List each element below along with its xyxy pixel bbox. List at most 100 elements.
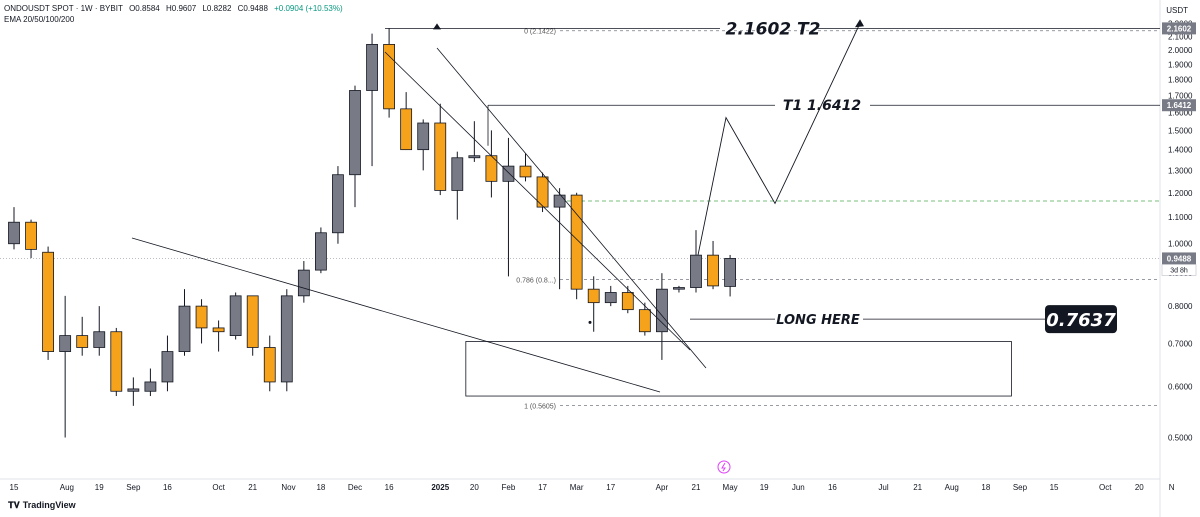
- candle: [400, 92, 413, 151]
- candle: [638, 302, 651, 336]
- indicator-legend[interactable]: EMA 20/50/100/200: [4, 15, 75, 24]
- candle: [93, 306, 106, 356]
- tradingview-brand: TradingView: [22, 500, 76, 510]
- candle: [144, 368, 157, 397]
- candle-body: [212, 327, 225, 333]
- candle: [178, 289, 191, 356]
- candle-body: [502, 165, 515, 182]
- lightning-icon: [717, 460, 731, 474]
- time-tick-label: 2025: [431, 483, 449, 492]
- price-tick-label: 1.1000: [1168, 213, 1193, 222]
- price-tick-label: 1.7000: [1168, 91, 1193, 100]
- price-badge: 2.1602: [1162, 22, 1196, 35]
- price-badge-text: 0.9488: [1167, 254, 1192, 263]
- candle-body: [724, 258, 736, 287]
- time-tick-label: 18: [981, 483, 990, 492]
- time-tick-label: Sep: [126, 483, 141, 492]
- time-tick-label: 16: [385, 483, 394, 492]
- candle: [451, 151, 464, 220]
- candle: [110, 327, 123, 397]
- candle: [212, 320, 225, 352]
- time-tick-label: Nov: [281, 483, 295, 492]
- candle-body: [690, 254, 702, 288]
- candle-body: [349, 90, 361, 176]
- price-tick-label: 2.1000: [1168, 32, 1193, 41]
- candle-body: [25, 221, 37, 250]
- price-badge-sub-bg: [1161, 264, 1197, 276]
- candle: [621, 285, 634, 314]
- time-tick-label: Mar: [570, 483, 584, 492]
- projected-path: [697, 23, 861, 256]
- price-tick-label: 1.5000: [1168, 126, 1193, 135]
- candle: [229, 292, 242, 340]
- time-tick-label: Apr: [656, 483, 669, 492]
- drawings[interactable]: 2.1602 T2 T1 1.6412 LONG HERE 0.7637: [131, 19, 1160, 397]
- high-value: H0.9607: [166, 4, 197, 13]
- candle-body: [76, 335, 89, 348]
- candle: [383, 28, 396, 118]
- candle-body: [707, 254, 719, 287]
- entry-price-bg: [1045, 305, 1117, 334]
- candle: [468, 121, 481, 162]
- time-tick-label: May: [723, 483, 738, 492]
- support-zone-box: [465, 341, 1012, 397]
- symbol-title[interactable]: ONDOUSDT SPOT · 1W · BYBIT: [4, 4, 123, 13]
- price-badge-bg: [1162, 252, 1196, 265]
- candle: [553, 188, 566, 290]
- tv-logo-icon: 𝐓𝐕: [8, 500, 20, 510]
- price-tick-label: 0.5000: [1168, 434, 1193, 443]
- candle-body: [570, 194, 583, 290]
- price-badge: 1.6412: [1162, 99, 1196, 112]
- candle-body: [8, 221, 20, 245]
- entry-price-text: 0.7637: [1046, 310, 1116, 331]
- close-value: C0.9488: [237, 4, 268, 13]
- candle-body: [127, 388, 140, 392]
- price-axis[interactable]: 0.50000.60000.70000.80000.90001.00001.10…: [1161, 19, 1197, 443]
- lightning-bolt-icon: [721, 462, 726, 472]
- time-axis[interactable]: 15 Aug 19 Sep 16 Oct 21 Nov 18 Dec 16 2025 20 Feb 17 Ma…: [10, 460, 1175, 492]
- price-badge: 0.9488 3d 8h: [1161, 252, 1197, 276]
- price-tick-label: 2.0000: [1168, 46, 1193, 55]
- candle-body: [59, 335, 72, 352]
- candle: [263, 335, 276, 392]
- candle-body: [451, 157, 464, 191]
- candle-body: [161, 351, 174, 383]
- currency-label[interactable]: USDT: [1166, 6, 1188, 15]
- candle-body: [383, 43, 396, 110]
- candle: [502, 137, 515, 277]
- price-tick-label: 0.8000: [1168, 302, 1193, 311]
- candle-body: [263, 347, 276, 383]
- candle: [434, 103, 447, 196]
- price-tick-label: 1.4000: [1168, 146, 1193, 155]
- candle-body: [178, 305, 191, 352]
- entry-price-badge: 0.7637: [1045, 305, 1117, 334]
- candle: [366, 33, 378, 167]
- projection-arrow-icon: [855, 19, 864, 28]
- candle-body: [280, 295, 293, 383]
- tradingview-logo: 𝐓𝐕 TradingView: [8, 500, 76, 511]
- candle: [246, 295, 259, 356]
- candle: [656, 273, 668, 360]
- candle: [604, 285, 617, 307]
- candle-body: [366, 43, 378, 91]
- time-tick-label: 19: [760, 483, 769, 492]
- candle: [485, 130, 498, 198]
- time-tick-label: Dec: [348, 483, 362, 492]
- candle-body: [536, 176, 549, 208]
- trendline-lower: [131, 237, 661, 393]
- candle-body: [297, 269, 310, 297]
- candle: [673, 285, 685, 293]
- candle-body: [553, 194, 566, 208]
- change-value: +0.0904 (+10.53%): [274, 4, 343, 13]
- candle-body: [110, 331, 123, 392]
- candle-body: [673, 287, 685, 290]
- candles[interactable]: [8, 28, 736, 438]
- candle-body: [93, 331, 106, 348]
- time-tick-label: 15: [1050, 483, 1059, 492]
- candle-body: [434, 122, 447, 191]
- candle: [587, 276, 600, 332]
- candle: [570, 192, 583, 300]
- candle: [8, 207, 20, 250]
- candle: [332, 166, 344, 244]
